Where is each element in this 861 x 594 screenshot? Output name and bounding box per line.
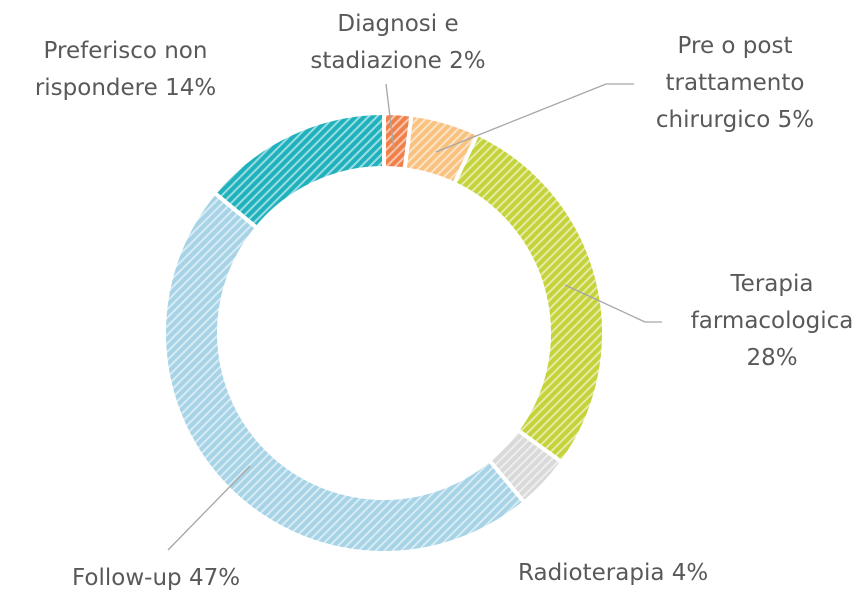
value-label: 47% [188,565,241,591]
slice-label: Terapia farmacologica 28% [686,266,858,377]
category-label: Radioterapia [518,560,665,586]
slice-label: Radioterapia 4% [518,555,708,592]
slice-label: Follow-up 47% [72,560,240,594]
value-label: 2% [449,48,486,74]
donut-slice [451,131,606,466]
category-label: Diagnosi e stadiazione [310,11,459,74]
category-label: Pre o post trattamento chirurgico [655,33,805,133]
category-label: Preferisco non rispondere [34,38,208,101]
slice-label: Preferisco non rispondere 14% [18,33,233,107]
value-label: 28% [746,345,798,371]
value-label: 14% [165,75,217,101]
leader-line [385,83,395,151]
leader-line [564,284,662,323]
leader-lines [167,83,662,551]
leader-line [435,83,634,153]
value-label: 4% [671,560,709,586]
slice-label: Diagnosi e stadiazione 2% [298,6,498,80]
donut-slice [162,189,528,555]
value-label: 5% [777,107,815,133]
category-label: Terapia farmacologica [690,271,854,334]
donut-slice [211,110,386,231]
leader-line [167,465,251,551]
slice-label: Pre o post trattamento chirurgico 5% [645,28,825,139]
category-label: Follow-up [72,565,182,591]
